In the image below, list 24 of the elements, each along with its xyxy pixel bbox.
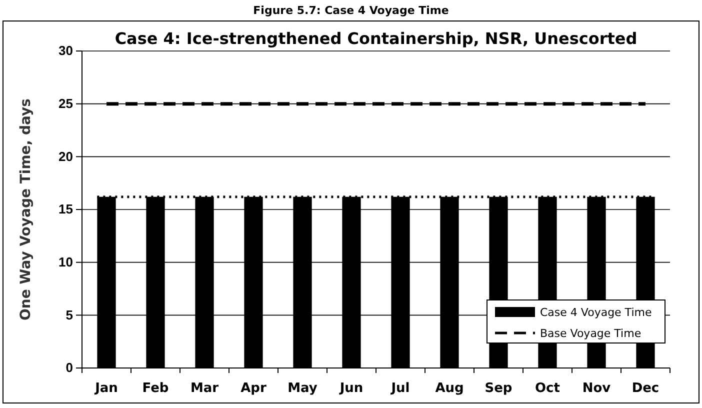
y-tick-label: 25 [58, 96, 73, 111]
y-tick-label: 15 [58, 202, 73, 217]
y-axis-title: One Way Voyage Time, days [18, 98, 34, 320]
x-tick-label: Apr [240, 381, 267, 396]
x-tick-label: Aug [435, 381, 464, 396]
legend-label: Base Voyage Time [540, 327, 642, 340]
y-tick-label: 30 [58, 43, 73, 58]
y-tick-label: 5 [66, 307, 73, 322]
x-tick-label: Mar [190, 381, 220, 396]
legend-label: Case 4 Voyage Time [540, 306, 652, 319]
x-tick-label: Nov [582, 381, 612, 396]
x-tick-label: May [288, 381, 318, 396]
x-tick-label: Feb [142, 381, 169, 396]
x-tick-label: Sep [484, 381, 512, 396]
chart-title: Case 4: Ice-strengthened Containership, NSR, Unescorted [114, 29, 638, 48]
x-tick-label: Dec [632, 381, 660, 396]
x-tick-label: Oct [535, 381, 560, 396]
x-tick-label: Jul [390, 381, 410, 396]
x-tick-label: Jan [94, 381, 118, 396]
y-tick-label: 10 [58, 254, 73, 270]
y-tick-label: 0 [66, 360, 73, 376]
x-tick-label: Jun [338, 381, 364, 396]
chart-subtitle: Figure 5.7: Case 4 Voyage Time [253, 4, 449, 17]
y-tick-label: 20 [58, 148, 73, 164]
